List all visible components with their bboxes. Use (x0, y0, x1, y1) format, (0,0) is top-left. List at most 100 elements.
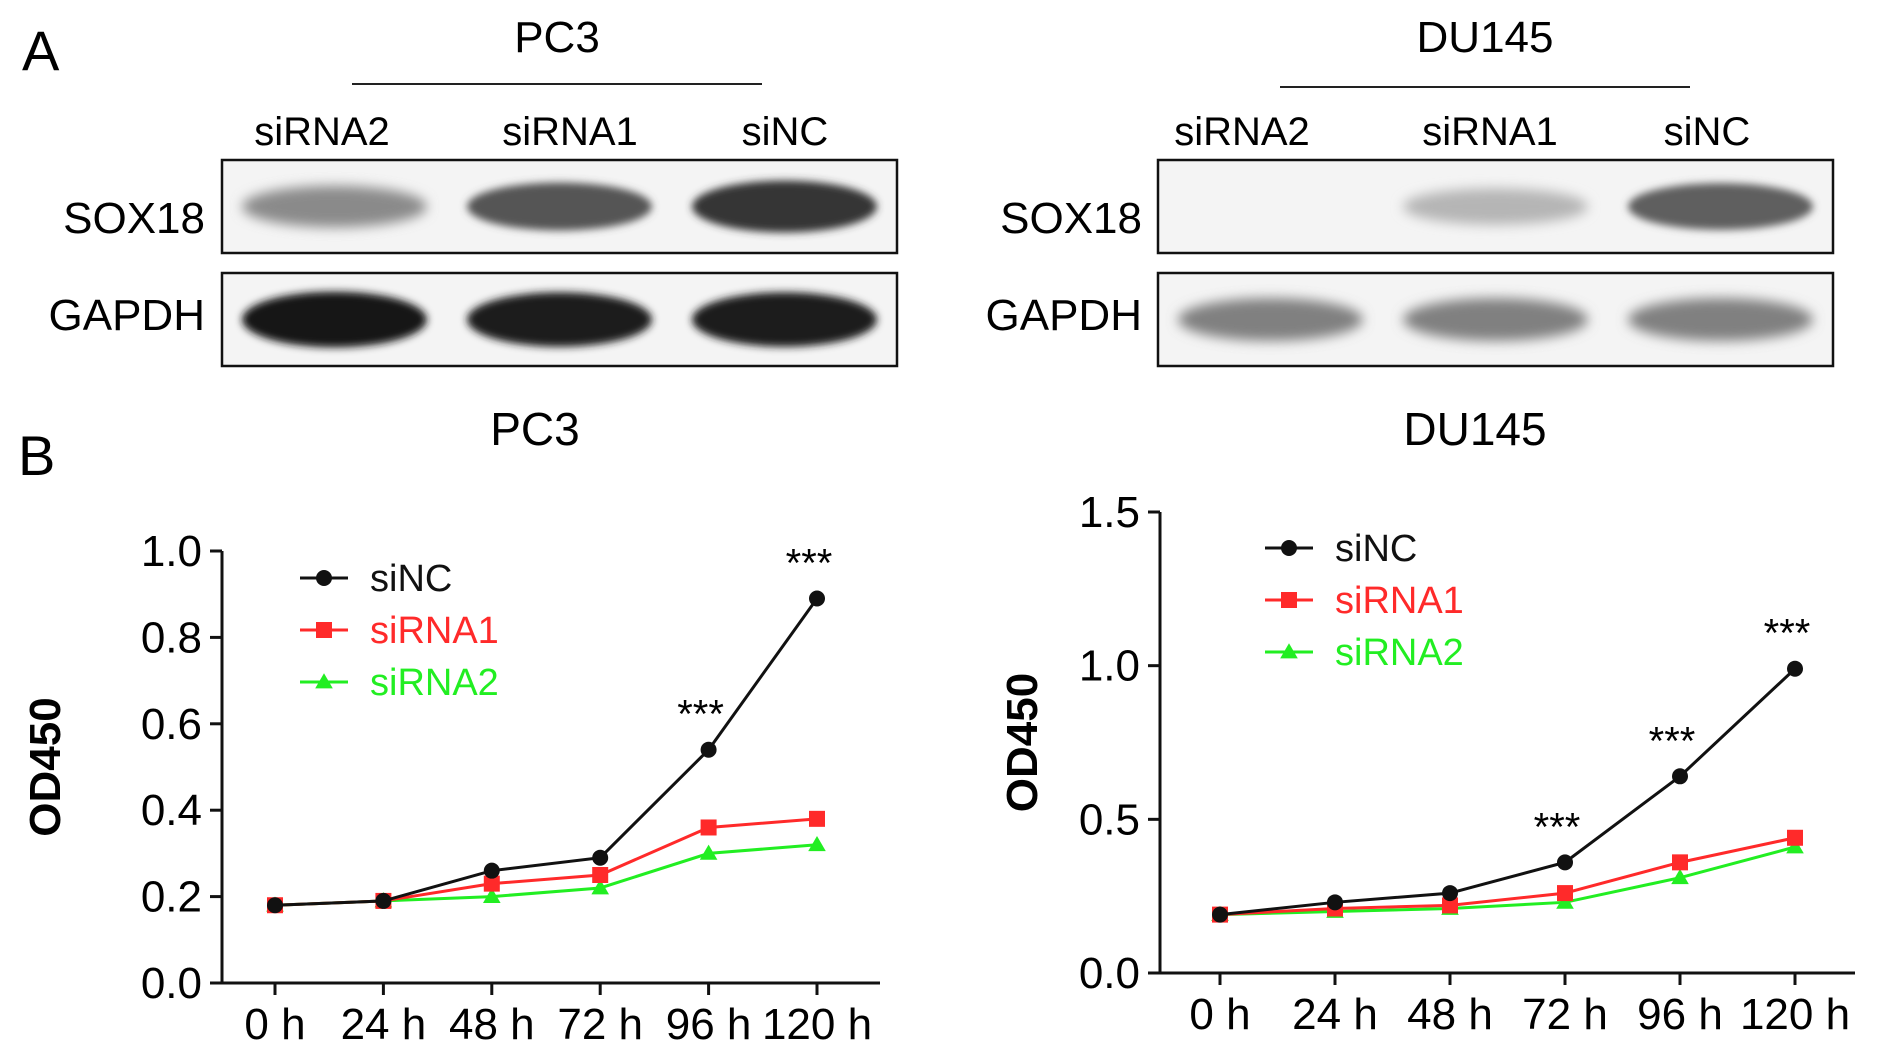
data-point (699, 844, 718, 860)
western-blots: PC3 siRNA2 siRNA1 siNC SOX18 GAPDH DU145 siRNA2… (49, 13, 1835, 368)
x-tick-label: 0 h (1189, 990, 1250, 1039)
x-tick-label: 48 h (1407, 990, 1493, 1039)
legend-item: siNC (1265, 528, 1417, 570)
data-point (592, 849, 609, 866)
data-point (1556, 893, 1574, 909)
x-tick-label: 72 h (1522, 990, 1608, 1039)
data-point (1281, 540, 1297, 556)
data-point (1672, 854, 1688, 871)
protein-band (1628, 183, 1813, 230)
y-axis-label: OD450 (21, 697, 70, 836)
legend-label: siRNA1 (370, 610, 499, 652)
data-point (1557, 854, 1573, 871)
x-tick-label: 24 h (341, 1000, 427, 1049)
blot-row-label: GAPDH (49, 291, 205, 340)
legend: siNC siRNA1 siRNA2 (300, 558, 499, 704)
legend-item: siRNA1 (1265, 580, 1464, 622)
series-line (1219, 667, 1797, 917)
protein-band (467, 292, 652, 347)
y-axis-label: OD450 (998, 673, 1047, 812)
protein-band (1628, 298, 1813, 341)
data-point (809, 810, 825, 827)
protein-band (1178, 298, 1363, 341)
x-tick-label: 120 h (1740, 990, 1850, 1039)
blot-row-label: SOX18 (1000, 194, 1142, 243)
series-line (274, 843, 818, 907)
y-tick-label: 0.2 (141, 873, 202, 922)
chart-title: DU145 (1403, 403, 1546, 455)
blot-pc3: PC3 siRNA2 siRNA1 siNC SOX18 GAPDH (49, 13, 899, 368)
y-tick-label: 0.6 (141, 700, 202, 749)
data-point (1787, 660, 1803, 677)
legend-label: siRNA1 (1335, 580, 1464, 622)
panel-b-label: B (18, 424, 55, 487)
data-point (1281, 592, 1297, 608)
protein-band (242, 291, 427, 348)
legend-label: siNC (1335, 528, 1417, 570)
data-point (809, 590, 825, 607)
data-point (1442, 885, 1458, 902)
lane-label: siRNA1 (1422, 110, 1558, 154)
data-point (1672, 768, 1688, 785)
protein-band (692, 292, 877, 347)
data-point (700, 819, 717, 836)
data-point (1671, 868, 1689, 885)
lane-label: siNC (1664, 110, 1751, 154)
data-point (267, 897, 283, 914)
data-point (591, 879, 609, 895)
data-point (316, 570, 332, 586)
legend-label: siRNA2 (1335, 632, 1464, 674)
significance-annotation: *** (1649, 719, 1696, 763)
x-tick-label: 72 h (557, 1000, 643, 1049)
significance-annotation: *** (1534, 805, 1581, 849)
data-point (1280, 643, 1298, 659)
legend-item: siRNA2 (300, 662, 499, 704)
series-line (1219, 836, 1796, 917)
series-sinc (1212, 660, 1803, 923)
lane-label: siRNA2 (1174, 110, 1310, 154)
data-point (483, 875, 500, 892)
data-point (316, 622, 332, 638)
legend-item: siNC (300, 558, 452, 600)
data-point (483, 887, 501, 903)
significance-annotation: *** (1764, 612, 1811, 656)
blot-cell-line-title: DU145 (1417, 13, 1554, 62)
data-point (483, 862, 500, 879)
y-tick-label: 0.0 (1079, 949, 1140, 998)
x-tick-label: 96 h (1637, 990, 1723, 1039)
y-tick-label: 0.5 (1079, 795, 1140, 844)
legend-item: siRNA2 (1265, 632, 1464, 674)
legend-label: siRNA2 (370, 662, 499, 704)
data-point (1557, 885, 1573, 902)
x-tick-label: 48 h (449, 1000, 535, 1049)
y-tick-label: 0.4 (141, 786, 202, 835)
data-point (1442, 897, 1458, 914)
x-tick-label: 0 h (244, 1000, 305, 1049)
lane-label: siRNA1 (502, 110, 638, 154)
blot-du145: DU145 siRNA2 siRNA1 siNC SOX18 GAPDH (986, 13, 1835, 368)
protein-band (467, 182, 652, 231)
data-point (1212, 906, 1228, 923)
lane-label: siRNA2 (254, 110, 390, 154)
blot-row-label: GAPDH (986, 291, 1142, 340)
y-tick-label: 1.0 (1079, 642, 1140, 691)
chart-title: PC3 (490, 403, 579, 455)
legend: siNC siRNA1 siRNA2 (1265, 528, 1464, 674)
protein-band (1403, 298, 1588, 341)
data-point (1787, 829, 1803, 846)
y-tick-label: 1.5 (1079, 488, 1140, 537)
legend-label: siNC (370, 558, 452, 600)
protein-band (242, 185, 427, 228)
blot-row-label: SOX18 (63, 194, 205, 243)
blot-cell-line-title: PC3 (514, 13, 600, 62)
significance-annotation: *** (786, 542, 833, 586)
protein-band (692, 180, 877, 233)
data-point (375, 892, 392, 909)
series-sirna2 (1211, 838, 1804, 922)
chart-du145: DU145 OD450 0.0 0.5 1.0 1.5 0 h 24 h 48 h 72 h 96 … (998, 403, 1855, 1039)
chart-pc3: PC3 OD450 0.0 0.2 0.4 0.6 0.8 1.0 0 h 24 h 48 h 72 … (21, 403, 880, 1049)
series-sirna1 (267, 810, 825, 914)
data-point (700, 741, 717, 758)
significance-annotation: *** (677, 693, 724, 737)
protein-band (1403, 188, 1588, 225)
